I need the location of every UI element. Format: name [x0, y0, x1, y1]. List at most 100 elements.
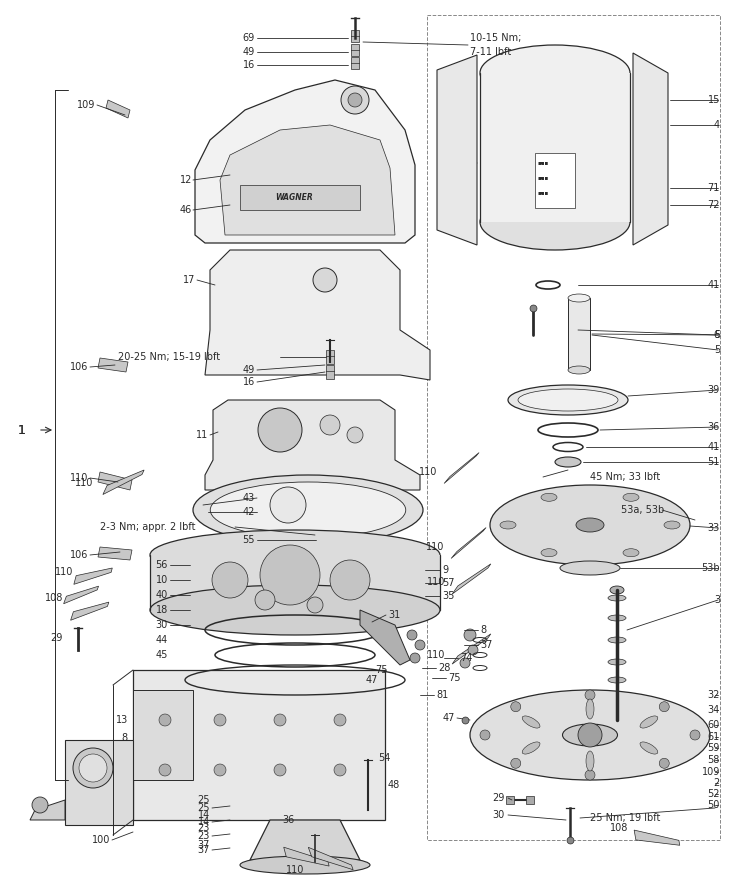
- Circle shape: [347, 427, 363, 443]
- Polygon shape: [444, 452, 479, 484]
- Bar: [535, 153, 575, 208]
- Polygon shape: [98, 472, 132, 490]
- Text: 23: 23: [198, 823, 210, 833]
- Text: 6: 6: [714, 330, 720, 340]
- Text: 5: 5: [714, 330, 720, 340]
- Text: 60: 60: [708, 720, 720, 730]
- Circle shape: [466, 171, 472, 177]
- Text: 33: 33: [708, 523, 720, 533]
- Text: 53b: 53b: [701, 563, 720, 573]
- Text: 12: 12: [179, 175, 192, 185]
- Bar: [326, 365, 334, 379]
- Circle shape: [214, 764, 226, 776]
- Polygon shape: [98, 547, 132, 560]
- Text: 25 Nm; 19 lbft: 25 Nm; 19 lbft: [590, 813, 660, 823]
- Text: 74: 74: [460, 653, 472, 663]
- Polygon shape: [437, 55, 477, 245]
- Ellipse shape: [623, 549, 639, 556]
- Ellipse shape: [240, 856, 370, 874]
- Text: ▪▪▪: ▪▪▪: [537, 191, 548, 195]
- Polygon shape: [98, 358, 128, 372]
- Text: 75: 75: [448, 673, 461, 683]
- Text: 53a, 53b: 53a, 53b: [621, 505, 664, 515]
- Circle shape: [348, 93, 362, 107]
- Text: 10: 10: [156, 575, 168, 585]
- Text: 51: 51: [708, 457, 720, 467]
- Text: 110: 110: [286, 865, 304, 875]
- Circle shape: [511, 759, 521, 768]
- Circle shape: [274, 714, 286, 726]
- Text: 14: 14: [198, 817, 210, 827]
- Ellipse shape: [664, 521, 680, 529]
- Text: 44: 44: [156, 635, 168, 645]
- Ellipse shape: [210, 482, 406, 538]
- Text: 30: 30: [156, 620, 168, 630]
- Text: 57: 57: [442, 578, 455, 588]
- Polygon shape: [250, 820, 360, 860]
- Ellipse shape: [568, 294, 590, 302]
- Text: 10-15 Nm;: 10-15 Nm;: [470, 33, 521, 43]
- Text: 58: 58: [708, 755, 720, 765]
- Text: 23: 23: [198, 831, 210, 841]
- Text: 43: 43: [243, 493, 255, 503]
- Circle shape: [471, 160, 477, 166]
- Text: 109: 109: [77, 100, 95, 110]
- Text: 69: 69: [243, 33, 255, 43]
- Text: 49: 49: [243, 365, 255, 375]
- Ellipse shape: [623, 493, 639, 501]
- Ellipse shape: [608, 595, 626, 601]
- Circle shape: [260, 545, 320, 605]
- Circle shape: [454, 173, 460, 179]
- Text: 39: 39: [708, 385, 720, 395]
- Text: 16: 16: [243, 60, 255, 70]
- Text: 13: 13: [116, 715, 128, 725]
- Text: 36: 36: [708, 422, 720, 432]
- Circle shape: [480, 730, 490, 740]
- Text: ▪▪▪: ▪▪▪: [537, 176, 548, 180]
- Circle shape: [330, 560, 370, 600]
- Text: 81: 81: [436, 690, 448, 700]
- Ellipse shape: [523, 716, 540, 728]
- Polygon shape: [452, 634, 491, 664]
- Ellipse shape: [608, 615, 626, 621]
- Text: 36: 36: [283, 815, 295, 825]
- Text: 52: 52: [708, 789, 720, 799]
- Circle shape: [578, 723, 602, 747]
- Text: 30: 30: [493, 810, 505, 820]
- Bar: [326, 350, 334, 364]
- Text: 41: 41: [708, 280, 720, 290]
- Circle shape: [659, 759, 669, 768]
- Ellipse shape: [470, 690, 710, 780]
- Text: 55: 55: [243, 535, 255, 545]
- Text: 45: 45: [156, 650, 168, 660]
- Circle shape: [585, 770, 595, 780]
- Bar: [351, 44, 359, 56]
- Circle shape: [334, 764, 346, 776]
- Polygon shape: [103, 470, 144, 494]
- Circle shape: [326, 541, 334, 549]
- Circle shape: [690, 730, 700, 740]
- Circle shape: [659, 702, 669, 711]
- Circle shape: [444, 166, 450, 172]
- Text: 110: 110: [426, 542, 444, 552]
- Text: 108: 108: [610, 823, 628, 833]
- Ellipse shape: [508, 385, 628, 415]
- Text: 1: 1: [18, 424, 26, 437]
- Polygon shape: [283, 847, 329, 866]
- Ellipse shape: [480, 194, 630, 250]
- Text: 106: 106: [69, 362, 88, 372]
- Polygon shape: [30, 800, 65, 820]
- Text: 45 Nm; 33 lbft: 45 Nm; 33 lbft: [590, 472, 660, 482]
- Ellipse shape: [586, 699, 594, 719]
- Text: 48: 48: [388, 780, 400, 790]
- Ellipse shape: [562, 724, 618, 746]
- Ellipse shape: [640, 742, 658, 754]
- Polygon shape: [452, 564, 491, 594]
- Polygon shape: [74, 568, 112, 584]
- Text: 11: 11: [196, 430, 208, 440]
- Text: 8: 8: [480, 625, 486, 635]
- Polygon shape: [360, 610, 410, 665]
- Text: 35: 35: [442, 591, 455, 601]
- Text: 2-3 Nm; appr. 2 lbft: 2-3 Nm; appr. 2 lbft: [100, 522, 196, 532]
- Text: 32: 32: [708, 690, 720, 700]
